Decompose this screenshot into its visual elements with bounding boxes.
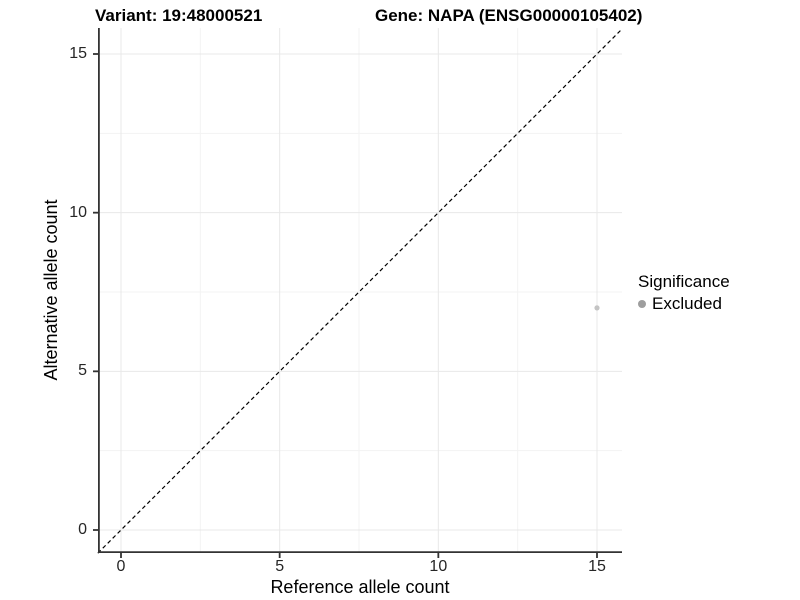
legend: Significance Excluded	[638, 272, 730, 314]
legend-title: Significance	[638, 272, 730, 291]
plot-panel	[93, 28, 623, 558]
y-tick-label: 10	[69, 203, 87, 221]
x-tick-label: 5	[275, 558, 285, 575]
y-tick-label: 15	[69, 45, 87, 62]
x-tick-label: 10	[429, 558, 448, 575]
legend-item-label: Excluded	[652, 294, 722, 313]
x-axis-title: Reference allele count	[270, 577, 450, 597]
plot-svg	[93, 28, 623, 558]
legend-dot-icon	[638, 300, 646, 308]
legend-item-excluded: Excluded	[638, 294, 730, 314]
plot-title-variant: Variant: 19:48000521	[95, 6, 263, 25]
y-axis-title: Alternative allele count	[41, 199, 61, 381]
x-tick-label: 0	[116, 558, 126, 575]
data-point	[594, 305, 600, 311]
y-tick-label: 5	[78, 362, 87, 380]
identity-dashed-line	[97, 28, 623, 554]
plot-title-gene: Gene: NAPA (ENSG00000105402)	[375, 6, 643, 25]
x-tick-label: 15	[588, 558, 606, 575]
y-tick-label: 0	[78, 521, 87, 538]
